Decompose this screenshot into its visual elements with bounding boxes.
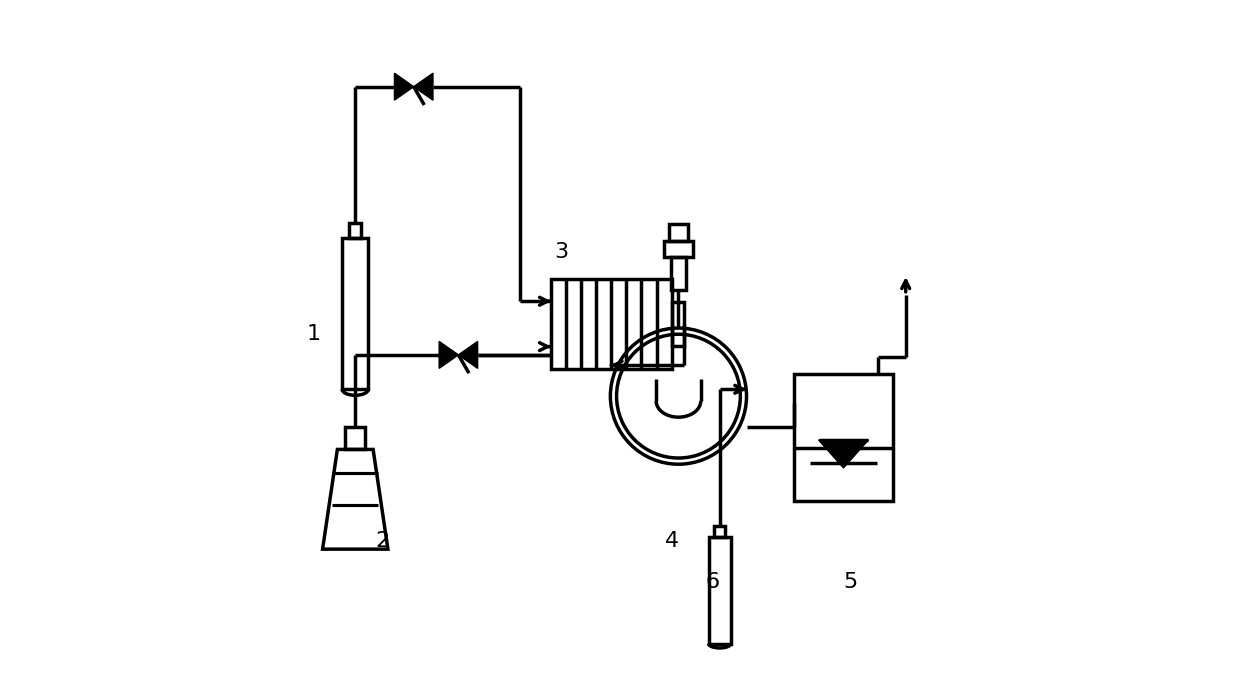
Bar: [663, 241, 693, 258]
Text: 5: 5: [843, 572, 858, 592]
Bar: [350, 223, 361, 238]
Text: 2: 2: [376, 530, 389, 551]
Bar: [342, 238, 368, 389]
Bar: [671, 258, 686, 290]
Polygon shape: [394, 73, 414, 100]
Bar: [794, 374, 893, 501]
Text: 1: 1: [308, 324, 321, 345]
Bar: [346, 427, 365, 450]
Bar: [709, 537, 730, 644]
Polygon shape: [459, 342, 477, 368]
Bar: [672, 301, 684, 347]
Bar: [714, 526, 725, 537]
Text: 4: 4: [665, 530, 678, 551]
Bar: [552, 279, 672, 369]
Text: 6: 6: [706, 572, 720, 592]
Polygon shape: [414, 73, 433, 100]
Bar: [670, 224, 688, 241]
Polygon shape: [818, 440, 868, 468]
Text: 3: 3: [554, 242, 569, 262]
Polygon shape: [439, 342, 459, 368]
